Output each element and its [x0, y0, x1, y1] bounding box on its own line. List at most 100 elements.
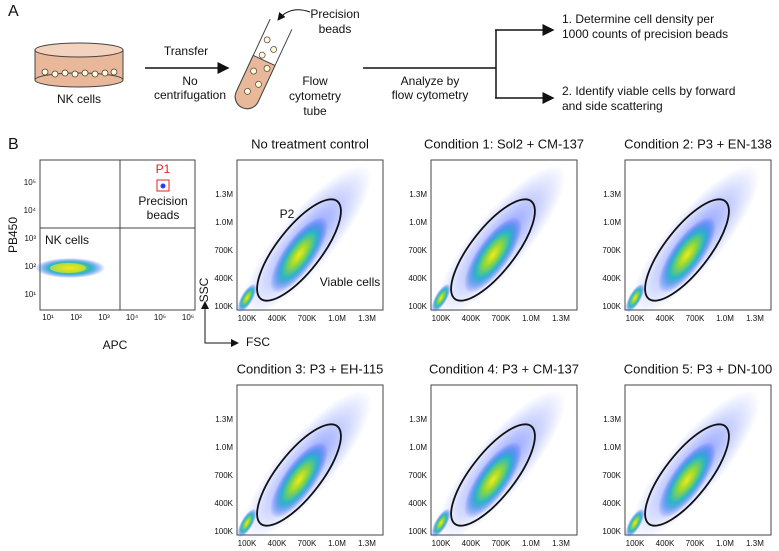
x-tick-label: 1.0M	[522, 539, 540, 546]
y-tick-label: 400K	[602, 499, 621, 508]
plot-title: Condition 3: P3 + EH-115	[237, 361, 384, 376]
x-tick-label: 400K	[462, 539, 481, 546]
y-tick-label: 400K	[408, 499, 427, 508]
x-tick-label: 700K	[492, 314, 511, 323]
population-label: beads	[147, 208, 180, 222]
y-axis-label: SSC	[197, 277, 211, 302]
x-tick-label: 1.0M	[716, 539, 734, 546]
tube-label: tube	[303, 104, 327, 118]
y-tick-label: 1.0M	[215, 443, 233, 452]
density-core	[270, 217, 328, 293]
scatter-plot	[624, 384, 772, 540]
gate-label: P2	[280, 207, 295, 221]
y-tick-label: 1.0M	[603, 218, 621, 227]
gate-ellipse	[644, 198, 730, 302]
y-axis-label: PB450	[6, 217, 20, 253]
scatter-plot	[236, 159, 384, 315]
y-tick-label: 400K	[214, 274, 233, 283]
gate-ellipse	[644, 423, 730, 527]
tube-label: cytometry	[289, 89, 341, 103]
y-tick-label: 10¹	[24, 290, 36, 299]
x-tick-label: 1.3M	[552, 539, 570, 546]
y-tick-label: 10⁴	[24, 206, 37, 215]
density-core	[658, 442, 716, 518]
y-tick-label: 1.0M	[409, 218, 427, 227]
x-tick-label: 700K	[492, 539, 511, 546]
density-tail	[625, 283, 645, 313]
x-tick-label: 1.0M	[716, 314, 734, 323]
y-tick-label: 700K	[214, 471, 233, 480]
x-tick-label: 1.0M	[328, 539, 346, 546]
scatter-plot	[430, 384, 578, 540]
gate-label: P1	[156, 162, 171, 176]
tube-label: Flow	[302, 74, 328, 88]
y-tick-label: 100K	[408, 527, 427, 536]
y-tick-label: 700K	[214, 246, 233, 255]
plot-title: No treatment control	[251, 136, 369, 151]
x-tick-label: 100K	[432, 314, 451, 323]
x-tick-label: 100K	[626, 314, 645, 323]
step-text: flow cytometry	[392, 88, 469, 102]
y-tick-label: 10²	[24, 262, 36, 271]
x-tick-label: 400K	[268, 314, 287, 323]
y-tick-label: 1.3M	[603, 415, 621, 424]
density-tail	[625, 508, 645, 538]
y-tick-label: 1.3M	[409, 190, 427, 199]
x-tick-label: 400K	[656, 539, 675, 546]
density-tail	[431, 508, 451, 538]
x-tick-label: 10²	[70, 313, 82, 322]
dish-label: NK cells	[57, 92, 101, 106]
density-tail	[431, 283, 451, 313]
x-tick-label: 700K	[686, 314, 705, 323]
density-core	[464, 442, 522, 518]
x-tick-label: 1.3M	[358, 314, 376, 323]
x-tick-label: 1.3M	[358, 539, 376, 546]
gate-ellipse	[450, 423, 536, 527]
y-tick-label: 1.3M	[215, 190, 233, 199]
step-text: and side scattering	[562, 99, 663, 113]
y-tick-label: 400K	[214, 499, 233, 508]
scatter-plot	[430, 159, 578, 315]
dish	[34, 42, 124, 88]
density-core	[658, 217, 716, 293]
density-tail	[237, 508, 257, 538]
step-text: 2. Identify viable cells by forward	[562, 84, 735, 98]
step-text: 1000 counts of precision beads	[562, 27, 728, 41]
y-tick-label: 1.3M	[409, 415, 427, 424]
step-text: Transfer	[164, 44, 208, 58]
x-tick-label: 10⁵	[154, 313, 166, 322]
y-tick-label: 100K	[214, 302, 233, 311]
tube	[234, 18, 293, 110]
population-label: Precision	[138, 194, 187, 208]
x-tick-label: 100K	[626, 539, 645, 546]
y-tick-label: 100K	[408, 302, 427, 311]
y-tick-label: 700K	[602, 246, 621, 255]
x-tick-label: 10³	[98, 313, 110, 322]
x-tick-label: 700K	[686, 539, 705, 546]
gate-ellipse	[450, 198, 536, 302]
panel-label: B	[8, 136, 19, 153]
x-tick-label: 1.3M	[746, 539, 764, 546]
y-tick-label: 1.0M	[215, 218, 233, 227]
beads-label: beads	[319, 22, 352, 36]
x-tick-label: 10⁴	[126, 313, 139, 322]
gate-plot	[35, 159, 196, 311]
x-tick-label: 100K	[238, 314, 257, 323]
x-tick-label: 1.3M	[552, 314, 570, 323]
gate-ellipse	[256, 198, 342, 302]
y-tick-label: 100K	[602, 302, 621, 311]
plot-title: Condition 4: P3 + CM-137	[429, 361, 579, 376]
step-text: No	[182, 74, 198, 88]
plot-title: Condition 2: P3 + EN-138	[624, 136, 772, 151]
x-tick-label: 400K	[656, 314, 675, 323]
gate-ellipse	[256, 423, 342, 527]
x-tick-label: 400K	[268, 539, 287, 546]
y-tick-label: 1.0M	[603, 443, 621, 452]
y-tick-label: 1.3M	[215, 415, 233, 424]
x-tick-label: 400K	[462, 314, 481, 323]
step-text: Analyze by	[401, 74, 460, 88]
x-axis-label: FSC	[246, 335, 270, 349]
x-tick-label: 1.0M	[522, 314, 540, 323]
x-tick-label: 10⁶	[182, 313, 194, 322]
